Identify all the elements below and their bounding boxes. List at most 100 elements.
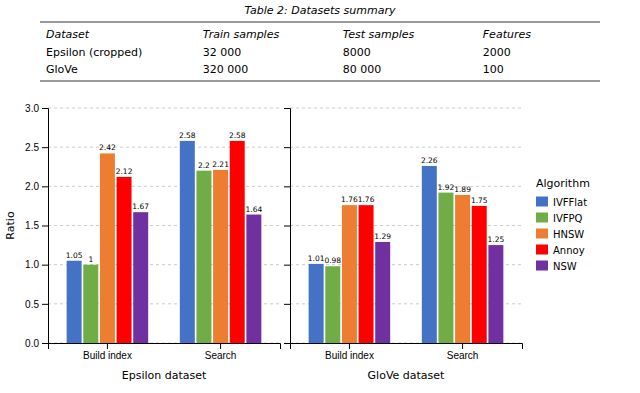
y-tick-label: 1.5: [25, 220, 39, 231]
bar: [213, 170, 228, 343]
y-tick-label: 2.0: [25, 181, 39, 192]
legend-label: NSW: [553, 261, 577, 272]
y-tick: [284, 186, 290, 187]
tick-mark: [42, 304, 48, 305]
data-label: 1.25: [488, 235, 505, 244]
x-tick-label: Search: [447, 350, 479, 361]
bars: [67, 141, 262, 343]
x-tick: Search: [205, 343, 237, 361]
data-label: 1.75: [471, 196, 488, 205]
table-title: Table 2: Datasets summary: [244, 4, 396, 17]
bar: [133, 212, 148, 343]
axis-line: [42, 109, 49, 344]
legend-swatch: [536, 213, 548, 223]
table-header: Test samples: [343, 28, 415, 41]
x-tick: Search: [447, 343, 479, 361]
table-cell: 100: [483, 63, 504, 76]
y-tick: [284, 147, 290, 148]
data-label: 1.05: [66, 251, 83, 260]
table-cell: GloVe: [46, 63, 78, 76]
table-cell: Epsilon (cropped): [46, 46, 142, 59]
legend-entry: HNSW: [536, 229, 584, 240]
table-cell: 320 000: [203, 63, 249, 76]
axis-line: [284, 109, 291, 344]
bars-inner: [309, 166, 504, 343]
table-header: Dataset: [46, 28, 90, 41]
table-rule: [40, 81, 600, 82]
data-label: 1.89: [454, 185, 471, 194]
x-tick: Build index: [83, 343, 132, 361]
data-label: 1.76: [341, 195, 358, 204]
legend-entry: NSW: [536, 261, 577, 272]
bar: [422, 166, 437, 343]
data-label: 1.67: [132, 202, 149, 211]
y-tick: 0.5: [25, 299, 48, 310]
legend-swatch: [536, 197, 548, 207]
y-tick-label: 2.5: [25, 142, 39, 153]
bar-chart: 1.012.260.981.921.761.891.761.751.291.25…: [284, 108, 590, 382]
tick-mark: [349, 343, 350, 349]
bar: [359, 205, 374, 343]
y-tick: [284, 304, 290, 305]
x-tick-label: Build index: [83, 350, 132, 361]
bar: [196, 171, 211, 343]
data-label: 2.58: [229, 131, 246, 140]
x-tick: Build index: [325, 343, 374, 361]
bar: [83, 265, 98, 343]
y-tick-label: 0.5: [25, 299, 39, 310]
bar: [67, 261, 82, 343]
data-label: 2.21: [212, 160, 229, 169]
grid-line: [48, 186, 280, 187]
legend-label: IVFFlat: [553, 197, 587, 208]
y-axis: 0.00.51.01.52.02.53.0: [25, 103, 48, 349]
legend-label: HNSW: [553, 229, 584, 240]
bar: [375, 242, 390, 343]
data-label: 2.2: [198, 161, 210, 170]
data-label: 2.42: [99, 143, 116, 152]
grid-line: [48, 147, 280, 148]
tick-mark: [284, 343, 290, 344]
grid-line: [290, 303, 522, 304]
bar: [472, 206, 487, 343]
bar: [100, 153, 115, 343]
x-axis: Build index Search: [291, 343, 523, 361]
tick-mark: [42, 265, 48, 266]
bar: [180, 141, 195, 343]
x-tick-label: Search: [205, 350, 237, 361]
legend-label: Annoy: [553, 245, 585, 256]
grid: [290, 108, 522, 343]
legend-label: IVFPQ: [553, 213, 583, 224]
grid-line: [48, 264, 280, 265]
data-label: 0.98: [324, 256, 341, 265]
tick-mark: [42, 147, 48, 148]
legend-swatch: [536, 245, 548, 255]
bar: [309, 264, 324, 343]
x-axis-title: GloVe dataset: [368, 369, 446, 382]
tick-mark: [220, 343, 221, 349]
data-label: 1.64: [246, 205, 263, 214]
legend-swatch: [536, 229, 548, 239]
data-label: 1: [88, 255, 93, 264]
bars: [309, 166, 504, 343]
legend-entry: Annoy: [536, 245, 585, 256]
x-axis: Build index Search: [49, 343, 281, 361]
bar: [230, 141, 245, 343]
y-tick: [284, 108, 290, 109]
y-tick: [284, 265, 290, 266]
axis-line: [291, 344, 523, 350]
tick-mark: [284, 304, 290, 305]
grid-line: [48, 108, 280, 109]
y-tick-label: 1.0: [25, 259, 39, 270]
data-label: 2.26: [421, 156, 438, 165]
tick-mark: [284, 186, 290, 187]
tick-mark: [284, 226, 290, 227]
x-axis-title: Epsilon dataset: [122, 369, 207, 382]
data-label: 1.76: [358, 195, 375, 204]
legend: AlgorithmIVFFlatIVFPQHNSWAnnoyNSW: [536, 177, 590, 272]
data-label: 1.29: [374, 232, 391, 241]
grid-line: [290, 108, 522, 109]
grid-line: [48, 303, 280, 304]
bar: [342, 205, 357, 343]
bar: [117, 177, 132, 343]
bar: [438, 193, 453, 343]
